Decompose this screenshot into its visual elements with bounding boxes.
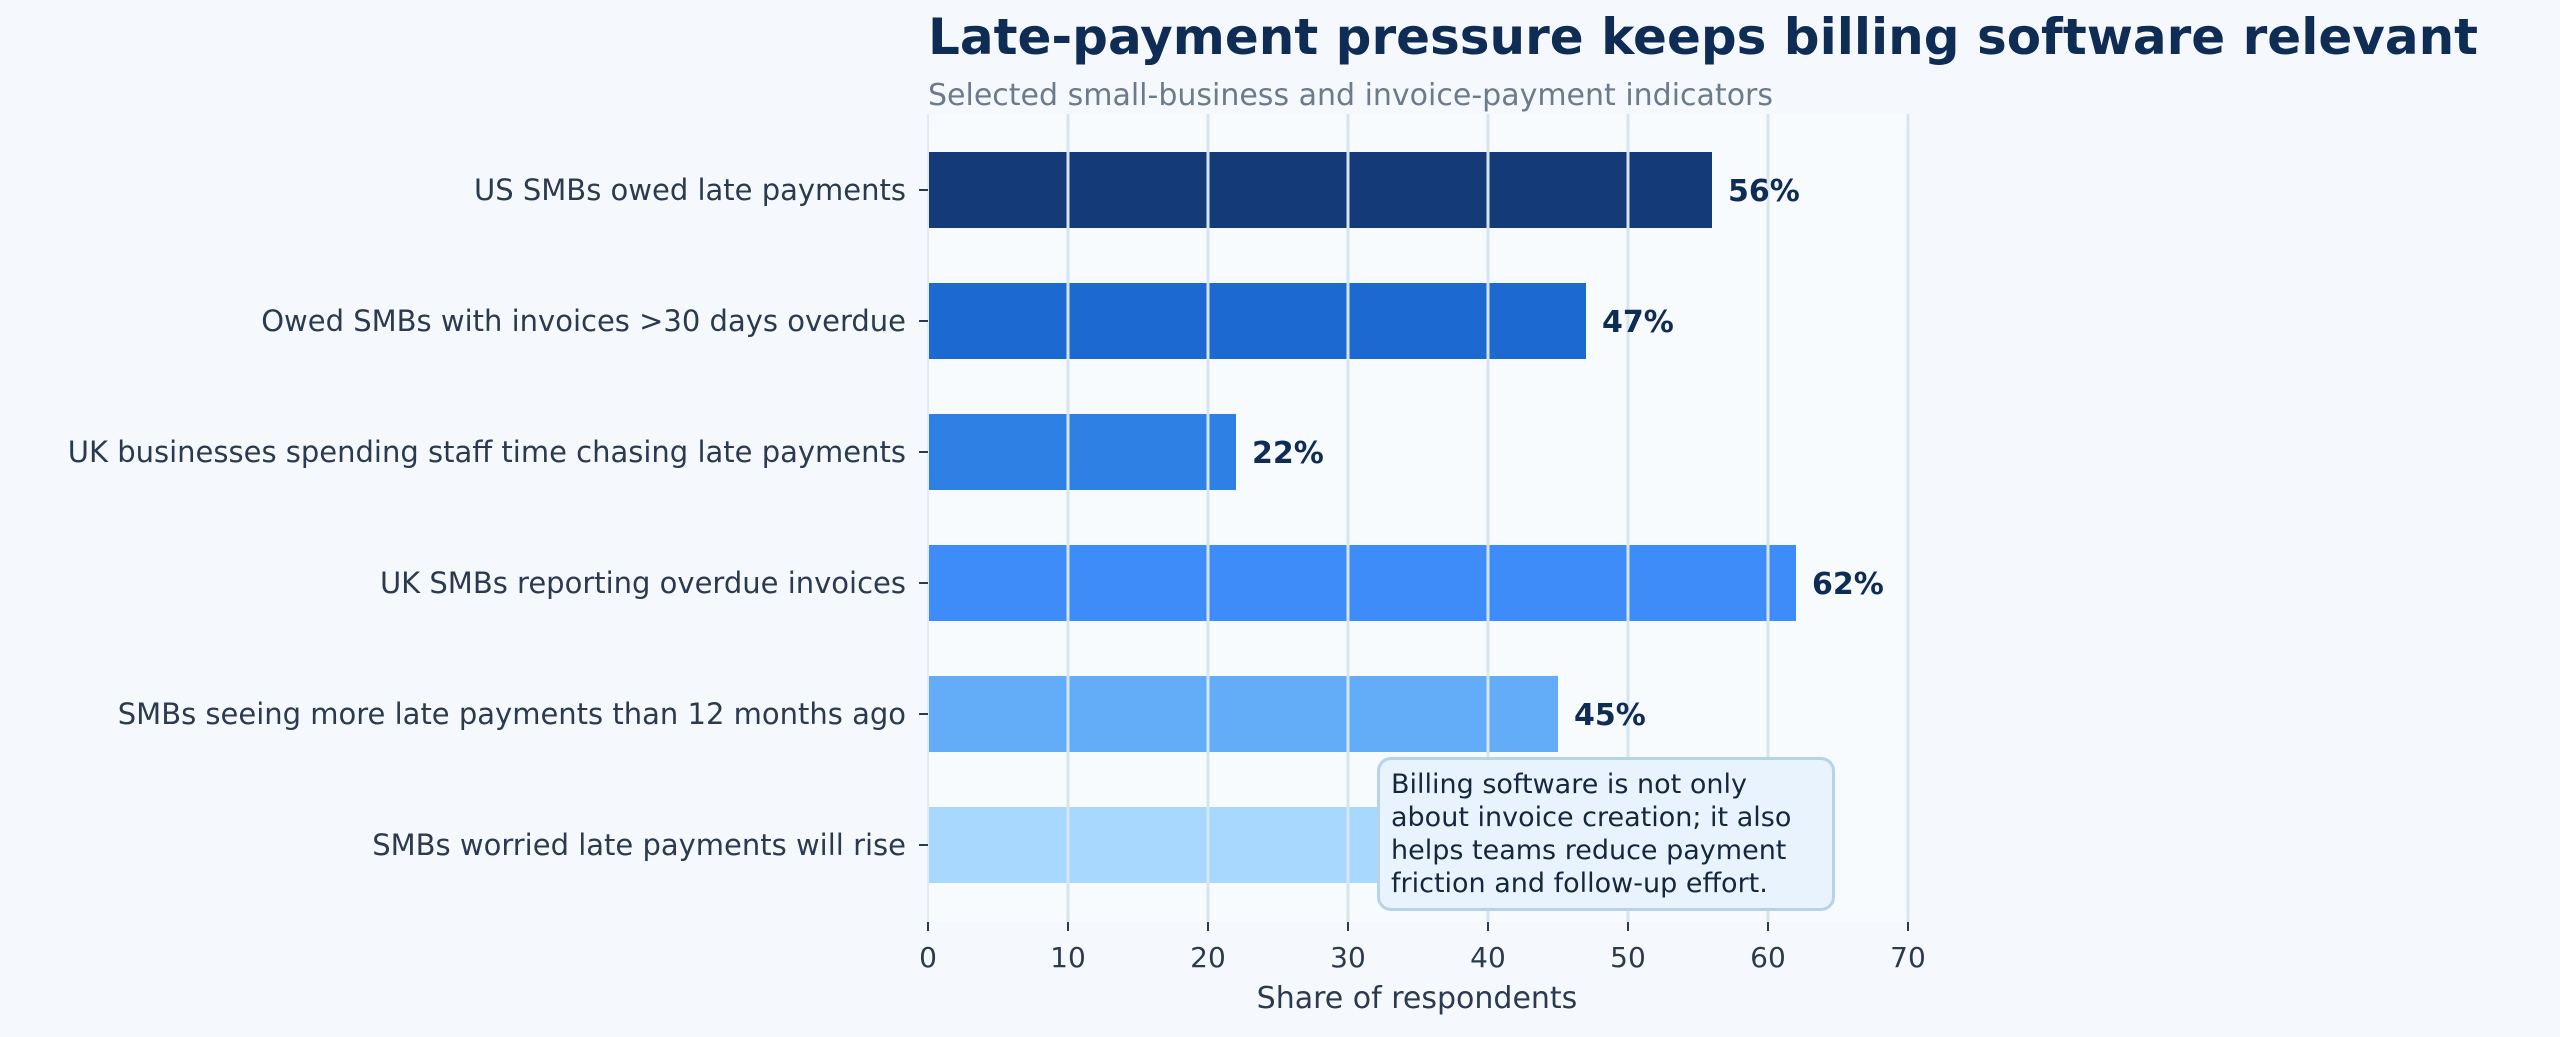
x-tick-label: 40	[1470, 941, 1506, 974]
x-tick-label: 60	[1750, 941, 1786, 974]
bar	[928, 152, 1712, 228]
chart-subtitle: Selected small-business and invoice-paym…	[928, 78, 1774, 113]
x-tick-label: 30	[1330, 941, 1366, 974]
annotation-callout: Billing software is not only about invoi…	[1377, 757, 1835, 911]
chart-title: Late-payment pressure keeps billing soft…	[928, 8, 2479, 66]
y-tick-label: UK businesses spending staff time chasin…	[68, 435, 906, 469]
data-label: 47%	[1602, 305, 1674, 340]
y-tick-label: SMBs worried late payments will rise	[372, 828, 906, 862]
annotation-line: helps teams reduce payment	[1391, 835, 1787, 866]
data-label: 45%	[1574, 698, 1646, 733]
data-label: 56%	[1728, 174, 1800, 209]
bar	[928, 545, 1796, 621]
value-labels-layer: 56% 47% 22% 62% 45%	[1252, 174, 1884, 733]
x-tick-label: 50	[1610, 941, 1646, 974]
y-tick-label: UK SMBs reporting overdue invoices	[380, 566, 906, 600]
annotation-line: about invoice creation; it also	[1391, 802, 1792, 833]
annotation-line: Billing software is not only	[1391, 769, 1747, 800]
data-label: 62%	[1812, 567, 1884, 602]
bars-layer	[928, 152, 1796, 883]
x-axis-title: Share of respondents	[1257, 981, 1578, 1016]
axis-layer: US SMBs owed late payments Owed SMBs with…	[68, 114, 1926, 974]
bar	[928, 676, 1558, 752]
y-tick-label: US SMBs owed late payments	[474, 173, 906, 207]
x-tick-label: 0	[919, 941, 937, 974]
y-tick-label: SMBs seeing more late payments than 12 m…	[118, 697, 906, 731]
data-label: 22%	[1252, 436, 1324, 471]
x-tick-label: 70	[1890, 941, 1926, 974]
bar	[928, 807, 1390, 883]
y-tick-label: Owed SMBs with invoices >30 days overdue	[261, 304, 906, 338]
annotation-line: friction and follow-up effort.	[1391, 868, 1768, 899]
bar	[928, 283, 1586, 359]
x-tick-label: 10	[1050, 941, 1086, 974]
x-tick-label: 20	[1190, 941, 1226, 974]
bar	[928, 414, 1236, 490]
